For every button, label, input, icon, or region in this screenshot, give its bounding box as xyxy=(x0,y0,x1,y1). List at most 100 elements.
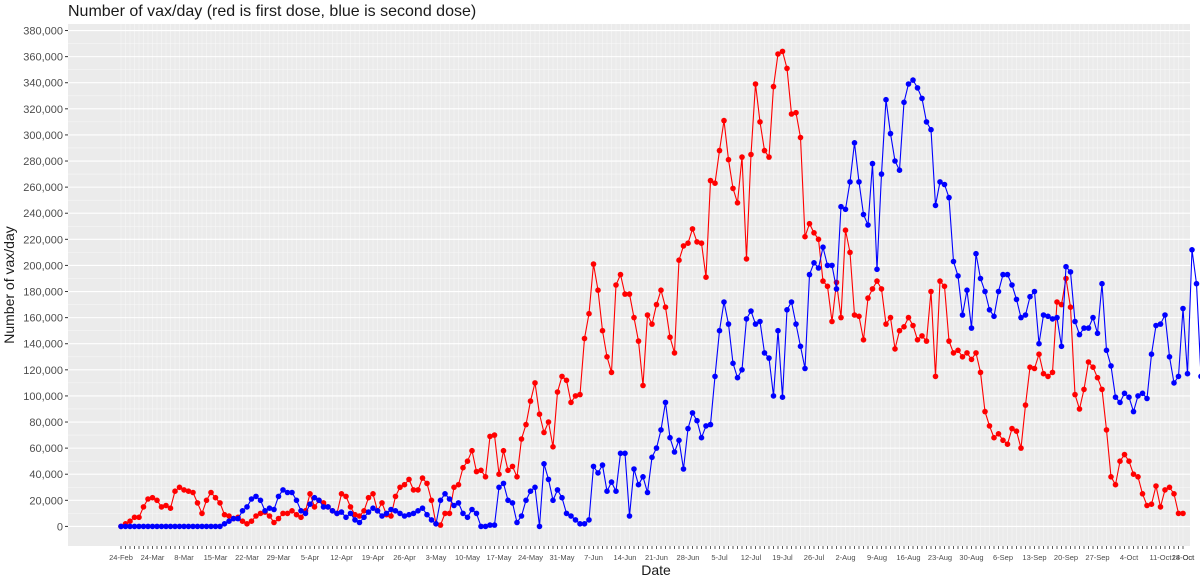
x-tick-label: 5-Apr xyxy=(301,553,320,562)
data-point-first-dose xyxy=(959,354,966,360)
data-point-first-dose xyxy=(784,65,790,72)
chart-title: Number of vax/day (red is first dose, bl… xyxy=(68,3,477,20)
data-point-first-dose xyxy=(703,274,709,281)
data-point-first-dose xyxy=(815,236,822,243)
data-point-second-dose xyxy=(275,493,282,500)
data-point-second-dose xyxy=(676,437,682,444)
data-point-second-dose xyxy=(644,489,651,496)
x-tick-label: 24-May xyxy=(518,553,543,562)
data-point-first-dose xyxy=(986,423,993,429)
data-point-second-dose xyxy=(1130,408,1137,415)
data-point-second-dose xyxy=(1004,271,1011,278)
data-point-second-dose xyxy=(307,501,313,508)
x-tick-label: 13-Sep xyxy=(1022,553,1046,562)
data-point-first-dose xyxy=(757,119,763,125)
data-point-first-dose xyxy=(163,502,169,509)
y-tick-label: 80,000 xyxy=(29,417,63,429)
data-point-second-dose xyxy=(887,130,894,137)
data-point-first-dose xyxy=(698,240,705,246)
data-point-first-dose xyxy=(289,508,295,514)
data-point-first-dose xyxy=(208,489,214,496)
data-point-second-dose xyxy=(343,514,349,521)
data-point-second-dose xyxy=(532,484,538,491)
data-point-second-dose xyxy=(865,222,871,228)
data-point-first-dose xyxy=(221,511,228,518)
data-point-first-dose xyxy=(761,147,768,154)
data-point-first-dose xyxy=(181,487,187,493)
data-point-second-dose xyxy=(955,273,961,279)
y-tick-label: 120,000 xyxy=(23,365,63,377)
data-point-second-dose xyxy=(869,160,876,167)
data-point-second-dose xyxy=(995,288,1002,295)
data-point-first-dose xyxy=(950,350,957,356)
data-point-second-dose xyxy=(595,470,601,476)
data-point-second-dose xyxy=(1018,314,1024,321)
data-point-first-dose xyxy=(847,249,853,256)
data-point-second-dose xyxy=(329,508,336,514)
data-point-first-dose xyxy=(406,476,412,483)
data-point-first-dose xyxy=(842,227,849,233)
data-point-second-dose xyxy=(253,493,259,500)
data-point-first-dose xyxy=(379,500,385,506)
data-point-second-dose xyxy=(860,211,867,218)
x-tick-label: 12-Jul xyxy=(741,553,762,562)
data-point-first-dose xyxy=(415,487,421,493)
data-point-second-dose xyxy=(946,194,952,201)
data-point-first-dose xyxy=(878,286,885,292)
data-point-second-dose xyxy=(950,258,957,265)
data-point-second-dose xyxy=(397,510,403,517)
data-point-first-dose xyxy=(779,48,786,55)
data-point-second-dose xyxy=(640,474,646,480)
data-point-second-dose xyxy=(613,488,619,495)
data-point-first-dose xyxy=(424,480,430,487)
x-tick-label: 15-Mar xyxy=(204,553,228,562)
x-tick-label: 21-Jun xyxy=(645,553,668,562)
data-point-first-dose xyxy=(811,230,817,236)
data-point-first-dose xyxy=(500,447,507,454)
data-point-first-dose xyxy=(1135,474,1141,480)
data-point-second-dose xyxy=(406,511,412,518)
data-point-second-dose xyxy=(923,119,930,125)
data-point-first-dose xyxy=(617,271,624,278)
data-point-second-dose xyxy=(991,313,997,320)
y-tick-label: 260,000 xyxy=(23,182,63,194)
data-point-first-dose xyxy=(991,434,997,441)
data-point-first-dose xyxy=(370,491,376,497)
x-tick-label: 24-Oct xyxy=(1172,553,1195,562)
x-tick-label: 14-Jun xyxy=(614,553,637,562)
data-point-second-dose xyxy=(545,476,552,483)
data-point-first-dose xyxy=(487,433,493,440)
data-point-first-dose xyxy=(1175,510,1182,517)
data-point-second-dose xyxy=(919,95,925,102)
data-point-second-dose xyxy=(896,167,903,173)
data-point-first-dose xyxy=(856,313,862,320)
data-point-second-dose xyxy=(1076,331,1083,338)
data-point-first-dose xyxy=(1121,451,1128,458)
data-point-second-dose xyxy=(703,423,709,429)
data-point-first-dose xyxy=(1108,474,1114,480)
data-point-second-dose xyxy=(581,521,588,527)
data-point-second-dose xyxy=(248,496,255,502)
data-point-second-dose xyxy=(1013,296,1020,303)
data-point-first-dose xyxy=(725,156,732,163)
data-point-second-dose xyxy=(1162,312,1168,318)
data-point-first-dose xyxy=(977,369,984,376)
data-point-first-dose xyxy=(158,504,165,510)
data-point-first-dose xyxy=(820,278,826,284)
data-point-second-dose xyxy=(680,466,687,472)
data-point-second-dose xyxy=(856,179,862,185)
data-point-first-dose xyxy=(973,350,979,356)
data-point-first-dose xyxy=(869,286,876,292)
data-point-first-dose xyxy=(1085,359,1092,365)
data-point-first-dose xyxy=(149,494,156,501)
x-tick-label: 18-Oct xyxy=(1172,553,1195,562)
data-point-first-dose xyxy=(1171,491,1177,497)
data-point-second-dose xyxy=(347,510,354,517)
data-point-first-dose xyxy=(1166,484,1173,491)
data-point-first-dose xyxy=(563,377,570,384)
data-point-second-dose xyxy=(1081,325,1087,331)
data-point-second-dose xyxy=(257,497,264,504)
y-tick-label: 40,000 xyxy=(29,469,63,481)
x-tick-label: 7-Jun xyxy=(584,553,603,562)
data-point-second-dose xyxy=(806,271,813,278)
